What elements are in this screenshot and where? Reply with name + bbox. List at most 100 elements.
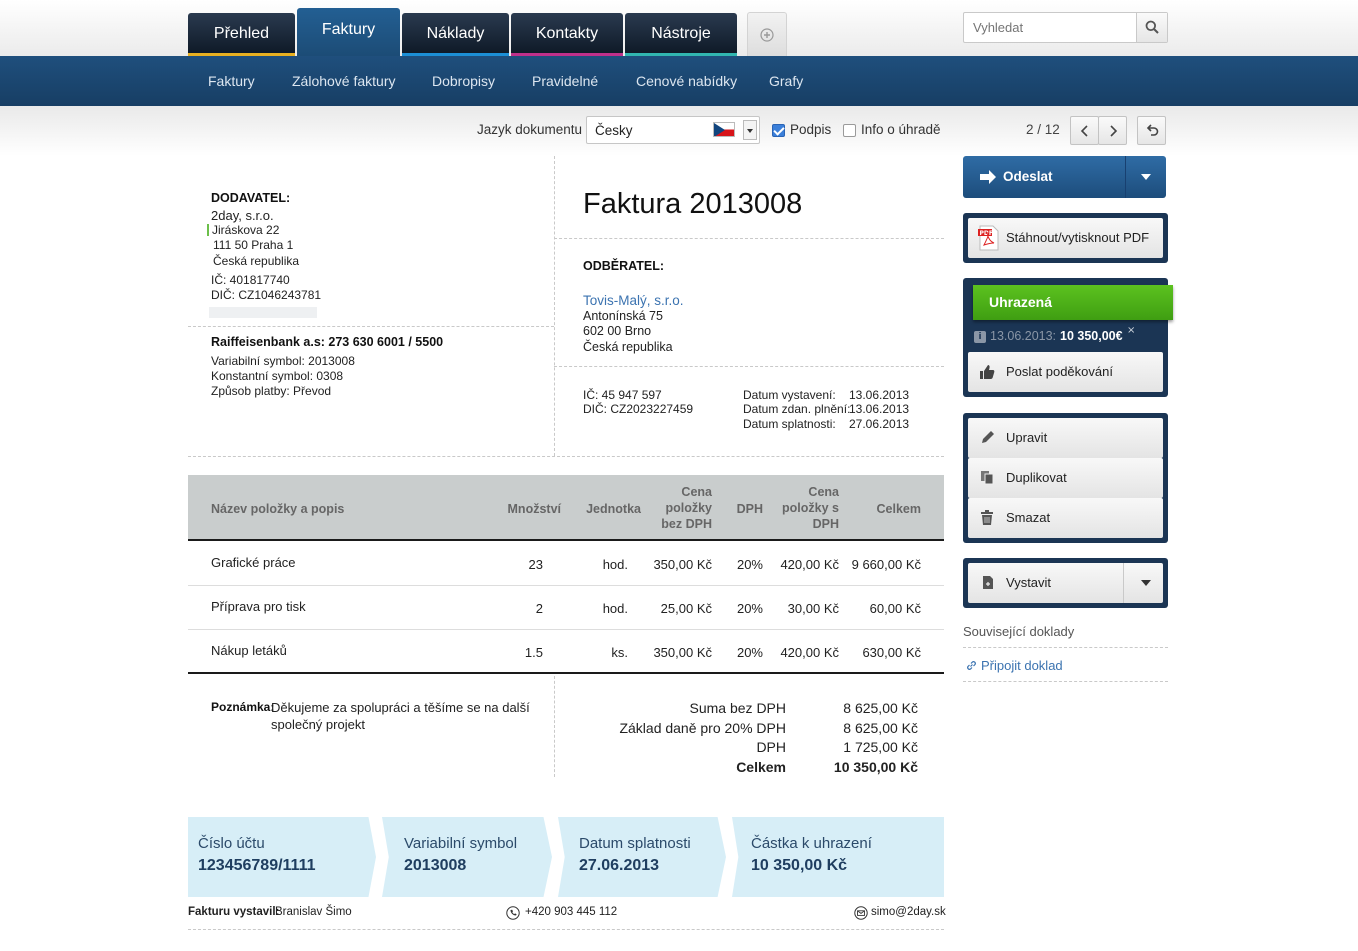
item-unit: hod.: [602, 601, 628, 616]
send-options-button[interactable]: [1126, 156, 1166, 198]
payment-box-value: 123456789/1111: [198, 857, 316, 874]
item-name: Příprava pro tisk: [211, 599, 306, 614]
back-button[interactable]: [1137, 116, 1166, 145]
subnav-dobropisy[interactable]: Dobropisy: [432, 73, 496, 89]
divider: [963, 681, 1168, 682]
tab-naklady[interactable]: Náklady: [402, 13, 509, 56]
search-box: [963, 12, 1168, 43]
edit-button[interactable]: Upravit: [968, 418, 1163, 458]
prev-page-button[interactable]: [1070, 116, 1099, 145]
chevron-down-icon[interactable]: [1141, 580, 1151, 586]
item-total: 60,00 Kč: [869, 601, 921, 616]
subnav-grafy[interactable]: Grafy: [769, 73, 804, 89]
search-icon: [1145, 20, 1159, 34]
issue-button[interactable]: Vystavit: [968, 563, 1163, 603]
customer-name-link[interactable]: Tovis-Malý, s.r.o.: [583, 293, 684, 308]
supplier-country: Česká republika: [213, 254, 300, 268]
send-button[interactable]: Odeslat: [963, 156, 1125, 198]
czech-flag-icon: [713, 122, 735, 137]
payment-box-value: 10 350,00 Kč: [751, 857, 848, 874]
add-tab-button[interactable]: [747, 12, 787, 56]
attach-document-link[interactable]: Připojit doklad: [981, 658, 1063, 673]
items-table-header: Název položky a popis Množství Jednotka …: [188, 475, 944, 541]
payment-info-checkbox[interactable]: [843, 124, 856, 137]
download-pdf-button[interactable]: PDF Stáhnout/vytisknout PDF: [968, 218, 1163, 258]
date-due-value: 27.06.2013: [849, 417, 910, 431]
col-name: Název položky a popis: [211, 502, 345, 516]
remove-payment-close-icon[interactable]: ×: [1127, 325, 1136, 336]
trash-icon: [981, 510, 993, 525]
subnav-pravidelne[interactable]: Pravidelné: [532, 73, 599, 89]
item-unit: hod.: [602, 557, 628, 572]
payment-box-label: Datum splatnosti: [579, 835, 691, 852]
sum-net-label: Suma bez DPH: [689, 700, 786, 716]
chevron-down-icon: [1141, 174, 1151, 180]
tab-label: Nástroje: [651, 25, 711, 42]
supplier-ic: IČ: 401817740: [211, 273, 290, 287]
issue-panel: Vystavit: [963, 558, 1168, 608]
divider: [188, 326, 554, 327]
payment-box-label: Číslo účtu: [198, 835, 265, 852]
chevron-down-icon: [743, 120, 757, 140]
item-price-gross: 30,00 Kč: [787, 601, 839, 616]
send-button-group: Odeslat: [963, 156, 1166, 198]
actions-panel: Upravit Duplikovat Smazat: [963, 413, 1168, 543]
divider: [554, 676, 555, 777]
payment-box-due-date: Datum splatnosti 27.06.2013: [558, 817, 726, 897]
payment-info-label: Info o úhradě: [861, 122, 941, 137]
payment-status-panel: Uhrazená i 13.06.2013: 10 350,00€ × Posl…: [963, 278, 1173, 397]
paid-amount: 10 350,00€: [1060, 329, 1123, 343]
payment-box-label: Částka k uhrazení: [751, 835, 872, 852]
next-page-button[interactable]: [1098, 116, 1127, 145]
search-input[interactable]: [964, 13, 1136, 42]
customer-ic: IČ: 45 947 597: [583, 388, 662, 402]
total-value: 10 350,00 Kč: [833, 759, 918, 775]
duplicate-button[interactable]: Duplikovat: [968, 458, 1163, 498]
send-thanks-button[interactable]: Poslat poděkování: [968, 352, 1163, 392]
subnav-cenove-nabidky[interactable]: Cenové nabídky: [636, 73, 738, 89]
tax-base-value: 8 625,00 Kč: [843, 720, 918, 736]
download-pdf-label: Stáhnout/vytisknout PDF: [1006, 230, 1150, 245]
supplier-city: 111 50 Praha 1: [213, 238, 294, 252]
tab-kontakty[interactable]: Kontakty: [511, 13, 623, 56]
paid-status-banner: Uhrazená: [973, 285, 1173, 320]
divider: [554, 156, 555, 456]
subnav-faktury[interactable]: Faktury: [208, 73, 255, 89]
tab-nastroje[interactable]: Nástroje: [625, 13, 737, 56]
new-document-icon: [983, 576, 993, 589]
signature-checkbox[interactable]: [772, 124, 785, 137]
payment-box-amount: Částka k uhrazení 10 350,00 Kč: [732, 817, 944, 897]
payment-box-value: 27.06.2013: [579, 857, 660, 874]
svg-text:PDF: PDF: [980, 230, 993, 237]
note-label: Poznámka:: [211, 700, 275, 714]
item-price-net: 350,00 Kč: [653, 557, 712, 572]
item-name: Grafické práce: [211, 555, 296, 570]
language-select[interactable]: Česky: [586, 116, 760, 144]
search-button[interactable]: [1136, 13, 1167, 42]
date-issued-label: Datum vystavení:: [743, 388, 836, 402]
paid-status-label: Uhrazená: [989, 294, 1053, 310]
divider: [554, 238, 944, 239]
customer-dic: DIČ: CZ2023227459: [583, 402, 694, 416]
tab-label: Přehled: [213, 25, 270, 42]
plus-circle-icon: [760, 28, 774, 42]
info-icon: i: [974, 331, 986, 343]
tab-prehled[interactable]: Přehled: [188, 13, 295, 56]
chevron-right-icon: [1109, 125, 1117, 137]
arrow-right-icon: [980, 170, 996, 184]
delete-button[interactable]: Smazat: [968, 498, 1163, 538]
footer-phone: +420 903 445 112: [525, 906, 618, 918]
invoice-title: Faktura 2013008: [583, 188, 803, 220]
col-qty: Množství: [507, 502, 561, 516]
date-taxable-value: 13.06.2013: [849, 402, 910, 416]
divider: [963, 647, 1168, 648]
divider: [188, 456, 944, 457]
date-due-label: Datum splatnosti:: [743, 417, 836, 431]
customer-city: 602 00 Brno: [583, 324, 652, 338]
duplicate-label: Duplikovat: [1006, 470, 1067, 485]
subnav-zalohove-faktury[interactable]: Zálohové faktury: [292, 73, 396, 89]
tab-faktury[interactable]: Faktury: [297, 8, 400, 56]
chevron-left-icon: [1080, 125, 1088, 137]
payment-box-label: Variabilní symbol: [404, 835, 518, 852]
paid-date: 13.06.2013:: [990, 329, 1057, 343]
